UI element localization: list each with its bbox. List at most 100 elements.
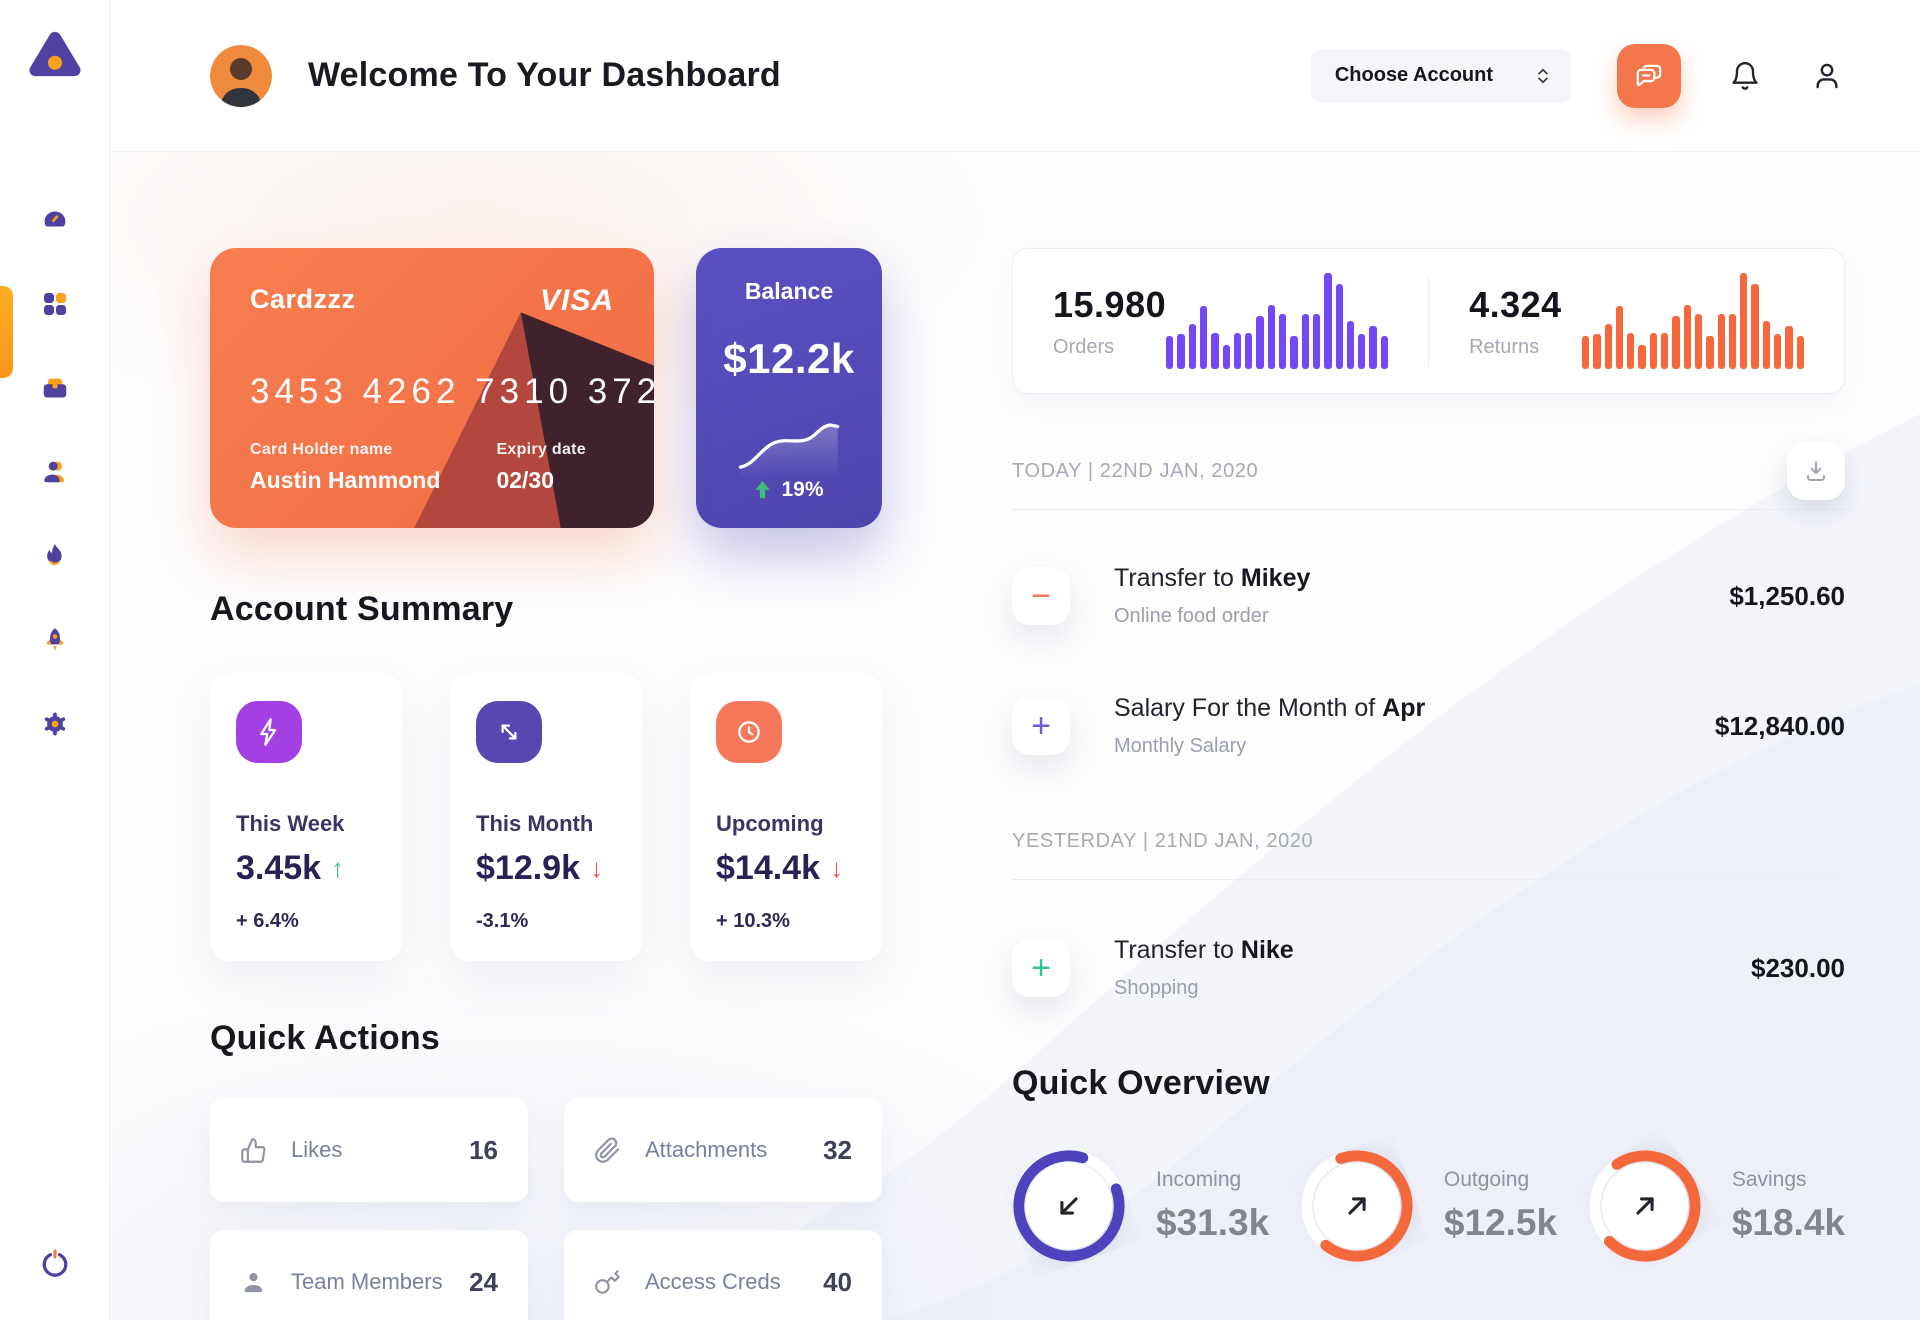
sidebar-item-apps[interactable] [39,288,71,320]
overview-outgoing: Outgoing $12.5k [1300,1149,1557,1263]
summary-label: This Week [236,811,345,836]
divider [1012,879,1845,880]
visa-logo: VISA [539,284,614,317]
returns-value: 4.324 [1469,283,1562,325]
transaction-title: Salary For the Month of Apr [1114,694,1426,722]
summary-delta: + 6.4% [236,910,299,932]
sidebar-item-work[interactable] [39,372,71,404]
orders-value: 15.980 [1053,283,1167,325]
transaction-title: Transfer to Mikey [1114,564,1311,592]
briefcase-icon [43,378,66,398]
balance-label: Balance [744,278,834,304]
balance-sparkline [738,423,840,478]
brand-logo[interactable] [27,26,83,82]
account-summary-title: Account Summary [210,590,514,628]
summary-value: $14.4k [716,849,820,887]
download-icon [1807,461,1825,481]
logout-button[interactable] [38,1246,72,1280]
minus-icon: − [1012,567,1070,625]
sidebar-item-users[interactable] [39,456,71,488]
member-icon [244,1272,263,1292]
rocket-icon [46,628,63,651]
transaction-amount: $12,840.00 [1714,710,1845,741]
returns-stat: 4.324 Returns [1429,249,1844,393]
summary-delta: -3.1% [476,910,529,932]
transaction-glyph: + [1031,949,1051,987]
expiry-label: Expiry date [496,441,586,458]
bell-icon [1732,61,1758,90]
transaction-row-salary[interactable]: + Salary For the Month of Apr Monthly Sa… [1012,694,1845,758]
download-button[interactable] [1787,442,1845,500]
expiry-value: 02/30 [496,467,554,493]
trend-down-arrow: ↓ [590,853,603,883]
transaction-title: Transfer to Nike [1114,936,1294,964]
overview-label: Savings [1731,1168,1807,1191]
overview-incoming: Incoming $31.3k [1012,1149,1269,1263]
sidebar-item-activity[interactable] [39,540,71,572]
flame-icon [46,544,62,566]
balance-card: Balance $12.2k [696,248,882,528]
person-icon [1816,63,1838,88]
user-avatar[interactable] [210,44,272,107]
quick-action-attachments[interactable]: Attachments 32 [564,1098,882,1202]
transaction-glyph: − [1031,577,1051,615]
sidebar-item-settings[interactable] [39,708,71,740]
page-title: Welcome To Your Dashboard [308,56,781,94]
trend-up-arrow: ↑ [331,853,345,883]
quick-action-likes[interactable]: Likes 16 [210,1098,528,1202]
gear-icon [44,712,65,736]
balance-value: $12.2k [723,335,855,382]
balance-change: 19% [781,478,824,501]
overview-label: Incoming [1156,1168,1242,1191]
orders-mini-chart [1166,273,1389,369]
card-number: 3453 4262 7310 3728 [250,372,654,411]
divider [1012,509,1845,510]
summary-value: 3.45k [236,849,322,887]
trend-down-arrow: ↓ [830,853,843,883]
card-name: Cardzzz [250,284,356,314]
account-select[interactable]: Choose Account [1310,48,1571,103]
summary-value: $12.9k [476,849,580,887]
notifications-button[interactable] [1727,58,1763,94]
quick-action-count: 16 [469,1134,498,1165]
orders-label: Orders [1053,335,1115,358]
transaction-row-nike[interactable]: + Transfer to Nike Shopping $230.00 [1012,936,1845,1000]
avatar-photo [210,44,272,107]
triangle-logo-icon [28,31,81,77]
arrow-down-left-icon [1060,1197,1078,1215]
quick-action-count: 32 [823,1134,852,1165]
grid-icon [43,293,66,315]
account-select-label: Choose Account [1334,64,1493,86]
quick-actions-title: Quick Actions [210,1019,440,1057]
speedometer-icon [44,211,65,227]
header: Welcome To Your Dashboard Choose Account [110,0,1920,152]
date-label-yesterday: YESTERDAY | 21ND JAN, 2020 [1012,830,1314,852]
sidebar-item-launch[interactable] [39,624,71,656]
sidebar-item-dashboard[interactable] [39,204,71,236]
quick-action-access-creds[interactable]: Access Creds 40 [564,1230,882,1320]
summary-delta: + 10.3% [716,910,790,932]
paperclip-icon [595,1137,620,1163]
card-holder-name: Austin Hammond [250,467,441,493]
quick-action-count: 24 [469,1266,498,1297]
user-icon [43,461,64,483]
messages-button[interactable] [1617,43,1681,108]
overview-savings: Savings $18.4k [1588,1149,1845,1263]
credit-card: Cardzzz VISA 3453 4262 7310 3728 Card Ho… [210,248,654,528]
main-content: Cardzzz VISA 3453 4262 7310 3728 Card Ho… [110,152,1920,1320]
quick-overview-section: Quick Overview [1012,1064,1845,1263]
transaction-subtitle: Monthly Salary [1114,735,1247,757]
quick-action-team-members[interactable]: Team Members 24 [210,1230,528,1320]
profile-button[interactable] [1809,58,1845,94]
sidebar-nav [39,204,71,740]
quick-action-label: Access Creds [645,1269,781,1294]
quick-action-label: Team Members [291,1269,443,1294]
key-icon [595,1269,620,1294]
summary-label: Upcoming [716,811,824,836]
overview-value: $12.5k [1443,1202,1558,1243]
date-label-today: TODAY | 22ND JAN, 2020 [1012,460,1259,482]
lightning-icon [236,701,302,763]
arrow-up-right-icon [1348,1197,1366,1215]
transaction-row-mikey[interactable]: − Transfer to Mikey Online food order $1… [1012,564,1845,628]
